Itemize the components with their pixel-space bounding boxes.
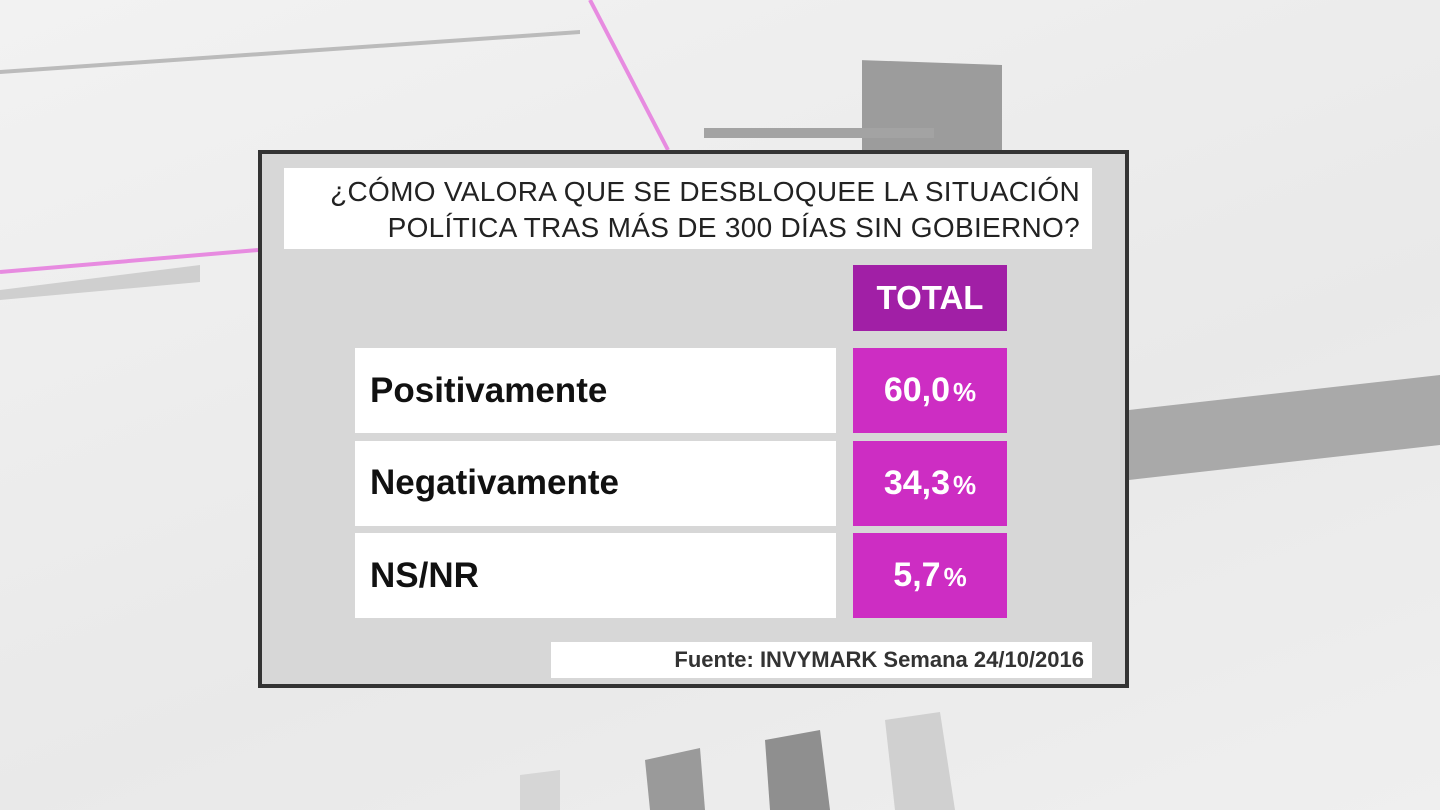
- row-label: Negativamente: [355, 440, 836, 526]
- source: Fuente: INVYMARK Semana 24/10/2016: [551, 642, 1092, 678]
- column-header: TOTAL: [853, 265, 1007, 331]
- row-unit: %: [943, 562, 967, 592]
- title-line: POLÍTICA TRAS MÁS DE 300 DÍAS SIN GOBIER…: [387, 212, 1080, 243]
- row-value: 34,3: [883, 463, 951, 502]
- row-value: 60,0: [883, 371, 951, 409]
- row-value-cell: 60,0%: [853, 348, 1007, 433]
- row-value-cell: 34,3%: [853, 440, 1007, 526]
- title-box: ¿CÓMO VALORA QUE SE DESBLOQUEE LA SITUAC…: [284, 168, 1092, 249]
- row-value: 5,7: [893, 556, 941, 594]
- row-unit: %: [953, 469, 977, 500]
- title-line: ¿CÓMO VALORA QUE SE DESBLOQUEE LA SITUAC…: [330, 176, 1080, 207]
- row-value-cell: 5,7%: [853, 533, 1007, 618]
- row-unit: %: [953, 377, 977, 407]
- row-label: NS/NR: [355, 533, 836, 618]
- row-label: Positivamente: [355, 348, 836, 433]
